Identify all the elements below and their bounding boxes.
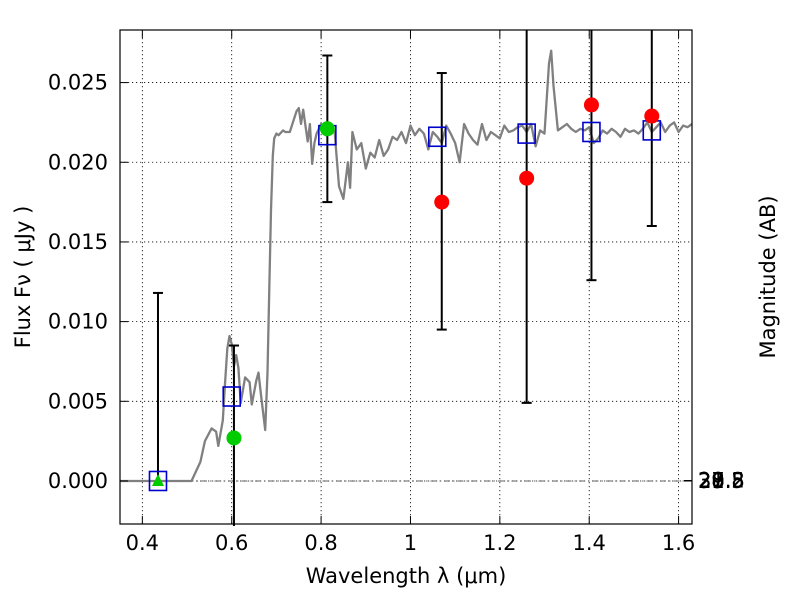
x-tick-label: 1	[404, 531, 417, 555]
magnitude-tick-label: 29	[698, 469, 725, 493]
observed-point	[583, 97, 599, 113]
y-tick-labels: 0.000 0.005 0.010 0.015 0.020 0.025	[48, 71, 108, 493]
y-axis-label: Flux Fν ( μJy )	[11, 206, 35, 349]
grid	[120, 30, 692, 524]
model-photometry-marker	[517, 123, 536, 144]
model-photometry-marker	[582, 121, 601, 143]
axis-ticks	[120, 30, 692, 524]
y-tick-label: 0.010	[48, 310, 108, 334]
observed-point	[644, 108, 660, 124]
observed-point	[434, 194, 450, 210]
x-tick-label: 1.6	[662, 531, 695, 555]
observed-point	[226, 430, 242, 446]
observed-point	[319, 121, 335, 137]
x-tick-label: 1.2	[483, 531, 516, 555]
model-photometry-series	[148, 120, 662, 492]
errorbars	[152, 30, 657, 526]
model-photometry-marker	[427, 126, 447, 148]
magnitude-tick-label: 29.5	[698, 469, 745, 493]
y-tick-label: 0.015	[48, 230, 108, 254]
x-tick-labels: 0.4 0.6 0.8 1 1.2 1.4 1.6	[126, 531, 696, 555]
magnitude-tick-label: 28.5	[698, 469, 745, 493]
y-tick-label: 0.020	[48, 150, 108, 174]
plot-frame	[119, 29, 693, 525]
x-tick-label: 0.6	[215, 531, 248, 555]
x-tick-label: 1.4	[573, 531, 606, 555]
magnitude-tick-label: 31	[698, 469, 725, 493]
magnitude-tick-label: 28	[698, 469, 725, 493]
spectrum-series	[120, 49, 693, 483]
model-photometry-marker	[222, 386, 242, 407]
observed-point	[519, 170, 535, 186]
magnitude-tick-label: 30	[698, 469, 725, 493]
observed-flux-series	[151, 97, 660, 486]
y-tick-label: 0.025	[48, 71, 108, 95]
y-tick-label: 0.000	[48, 469, 108, 493]
magnitude-tick-label: 27.8	[698, 469, 745, 493]
model-photometry-marker	[148, 470, 168, 492]
x-tick-label: 0.4	[126, 531, 159, 555]
y-tick-label: 0.005	[48, 389, 108, 413]
x-axis-label: Wavelength λ (μm)	[306, 564, 507, 588]
spectrum-line	[120, 49, 693, 483]
x-tick-label: 0.8	[304, 531, 337, 555]
observed-upper-limit-marker	[151, 473, 164, 486]
magnitude-tick-label: 28.2	[698, 469, 745, 493]
magnitude-axis-label: Magnitude (AB)	[756, 195, 780, 358]
